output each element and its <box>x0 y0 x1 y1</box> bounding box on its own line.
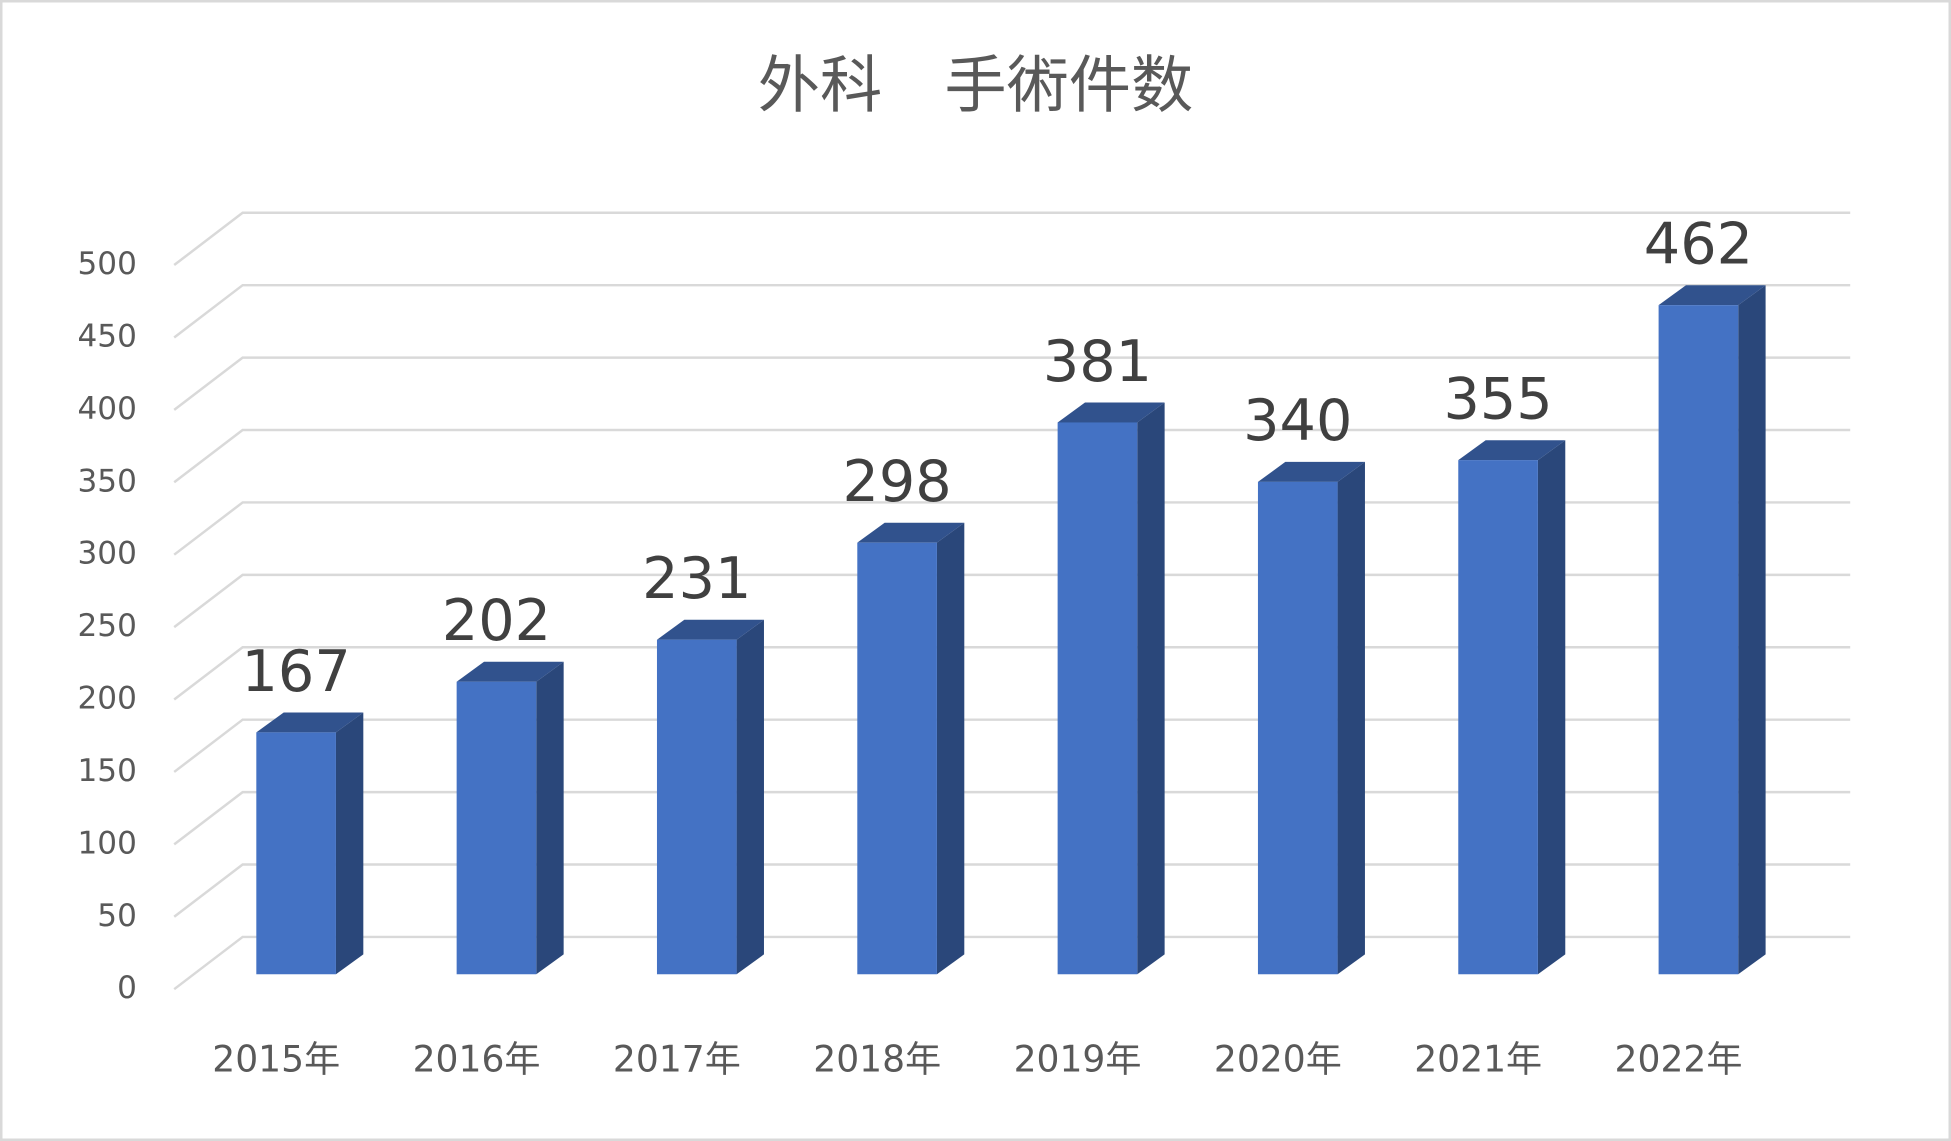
grid-line <box>173 211 1851 267</box>
x-tick-label: 2015年 <box>212 1038 340 1080</box>
y-tick-label: 0 <box>117 970 137 1006</box>
bar-top <box>1257 461 1365 482</box>
data-label: 167 <box>242 639 351 705</box>
bar <box>1658 305 1739 975</box>
bar-top <box>1057 402 1165 423</box>
y-tick-label: 450 <box>78 318 137 354</box>
y-tick-label: 300 <box>78 536 137 572</box>
grid-line <box>173 428 1851 484</box>
data-label: 298 <box>843 449 952 515</box>
x-tick-label: 2018年 <box>813 1038 941 1080</box>
x-tick-label: 2022年 <box>1615 1038 1743 1080</box>
data-label: 231 <box>642 546 751 612</box>
bar-side <box>1537 440 1566 975</box>
chart-title: 外科 手術件数 <box>758 49 1193 122</box>
bar <box>456 681 537 975</box>
bar-side <box>1337 461 1365 975</box>
data-label: 340 <box>1243 388 1352 454</box>
x-tick-label: 2019年 <box>1014 1038 1142 1080</box>
y-tick-label: 350 <box>78 463 137 499</box>
bar-side <box>1738 285 1766 975</box>
grid-line <box>173 356 1851 411</box>
y-tick-label: 50 <box>97 898 137 934</box>
bar-top <box>656 619 764 640</box>
x-tick-label: 2020年 <box>1214 1038 1342 1080</box>
bar-side <box>736 619 764 975</box>
bar <box>1057 422 1138 975</box>
grid-line <box>173 283 1851 339</box>
data-label: 202 <box>442 588 551 654</box>
bar-top <box>1458 440 1566 461</box>
y-tick-label: 200 <box>78 681 137 717</box>
bar-top <box>1658 285 1766 306</box>
y-tick-label: 100 <box>78 825 137 861</box>
y-tick-label: 250 <box>78 608 137 644</box>
y-tick-label: 400 <box>78 391 137 427</box>
data-label: 381 <box>1043 329 1152 395</box>
bar-side <box>335 712 364 975</box>
bar <box>857 542 937 975</box>
data-label: 355 <box>1443 366 1552 432</box>
y-tick-label: 500 <box>78 246 137 282</box>
x-tick-label: 2017年 <box>613 1038 741 1080</box>
bar <box>1458 460 1538 975</box>
bar-top <box>456 661 564 682</box>
bar-side <box>536 661 564 975</box>
bar-top <box>256 712 364 733</box>
x-tick-label: 2021年 <box>1414 1038 1542 1080</box>
y-tick-label: 150 <box>78 753 137 789</box>
bar-top <box>857 522 965 543</box>
x-tick-label: 2016年 <box>413 1038 541 1080</box>
data-label: 462 <box>1644 212 1753 278</box>
bar <box>656 639 737 975</box>
bar-side <box>1137 402 1165 975</box>
bar <box>256 732 336 975</box>
bar <box>1257 481 1338 975</box>
bar-side <box>936 522 965 975</box>
